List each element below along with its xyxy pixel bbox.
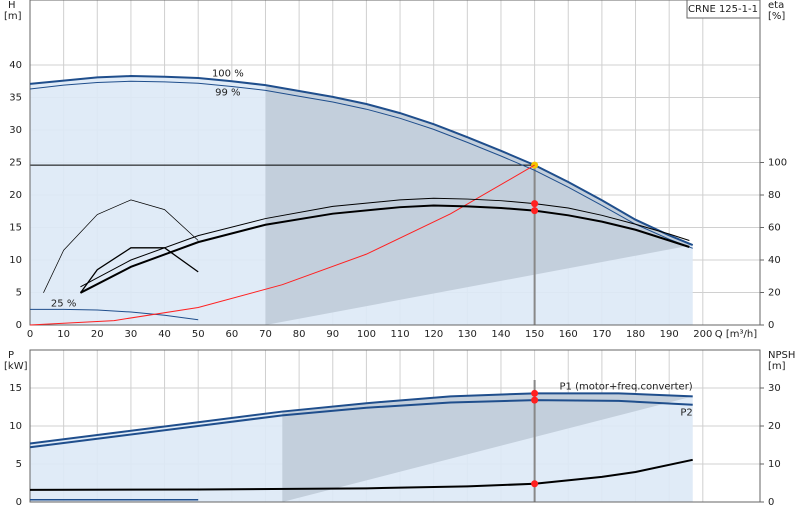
x-tick-label: 10 [57,329,70,340]
y2-tick-label: 100 [768,158,787,169]
curve-label: 99 % [215,87,240,98]
curve [29,392,693,445]
y2-tick-label: 0 [768,320,774,331]
y-axis-unit: [kW] [4,361,28,372]
x-tick-label: 150 [525,329,544,340]
duty-point [531,200,539,208]
curve [80,197,690,288]
plots: 0 10 20 30 40 50 60 70 80 90 100 110 120 130 140 150 160… [4,0,795,508]
y2-tick-label: 30 [768,383,781,394]
y2-tick-label: 10 [768,459,781,470]
x-tick-label: 50 [192,329,205,340]
curve [79,247,199,294]
curve [80,204,690,294]
x-tick-label: 160 [559,329,578,340]
x-tick-label: 60 [225,329,238,340]
curve [43,199,199,293]
x-tick-label: 120 [424,329,443,340]
y-tick-label: 5 [16,288,22,299]
x-tick-label: 80 [293,329,306,340]
duty-point [531,389,539,397]
x-tick-label: 30 [125,329,138,340]
efficient-area [282,393,693,502]
y2-tick-label: 40 [768,255,781,266]
x-tick-label: 140 [491,329,510,340]
curve-label: P1 (motor+freq.converter) [560,381,693,392]
y-tick-label: 0 [16,497,22,508]
x-tick-label: 40 [158,329,171,340]
plot-frame [29,349,761,503]
title-box [686,0,761,19]
y-tick-label: 20 [9,190,22,201]
x-tick-label: 0 [27,329,33,340]
y-tick-label: 10 [9,421,22,432]
y-axis-label: H [8,0,16,11]
curve [29,458,693,491]
x-tick-label: 20 [91,329,104,340]
x-tick-label: 170 [592,329,611,340]
x-tick-label: 180 [626,329,645,340]
x-tick-label: 90 [326,329,339,340]
x-tick-label: 70 [259,329,272,340]
plot-frame [29,0,761,326]
y2-tick-label: 0 [768,497,774,508]
y2-tick-label: 60 [768,223,781,234]
y-tick-label: 0 [16,320,22,331]
duty-point [531,396,539,404]
y2-tick-label: 20 [768,288,781,299]
y2-tick-label: 20 [768,421,781,432]
curve [29,80,693,249]
x-tick-label: 190 [660,329,679,340]
x-tick-label: 200 [693,329,712,340]
x-tick-label: 110 [390,329,409,340]
curve [29,399,693,449]
curve [29,164,535,326]
y-tick-label: 10 [9,255,22,266]
x-tick-label: 100 [357,329,376,340]
y-axis-unit: [m] [4,11,22,22]
curve [30,308,199,321]
y-tick-label: 40 [9,60,22,71]
y-tick-label: 30 [9,125,22,136]
y2-axis-unit: [%] [768,11,785,22]
duty-point [531,207,539,215]
y2-axis-label: NPSH [768,350,795,361]
chart-title: CRNE 125-1-1 [688,4,758,15]
y-tick-label: 35 [9,93,22,104]
curve-label: 25 % [51,298,76,309]
x-tick-label: 130 [458,329,477,340]
y-axis-label: P [8,350,14,361]
y2-axis-unit: [m] [768,361,786,372]
y2-tick-label: 80 [768,190,781,201]
duty-point [531,480,539,488]
y-tick-label: 15 [9,383,22,394]
y-tick-label: 5 [16,459,22,470]
y2-axis-label: eta [768,0,784,11]
efficient-area [265,85,693,326]
y-tick-label: 15 [9,223,22,234]
curve-label: 100 % [212,68,244,79]
y-tick-label: 25 [9,158,22,169]
x-axis-label: Q [m³/h] [715,329,757,340]
curve-label: P2 [680,408,692,419]
curve [29,75,694,246]
